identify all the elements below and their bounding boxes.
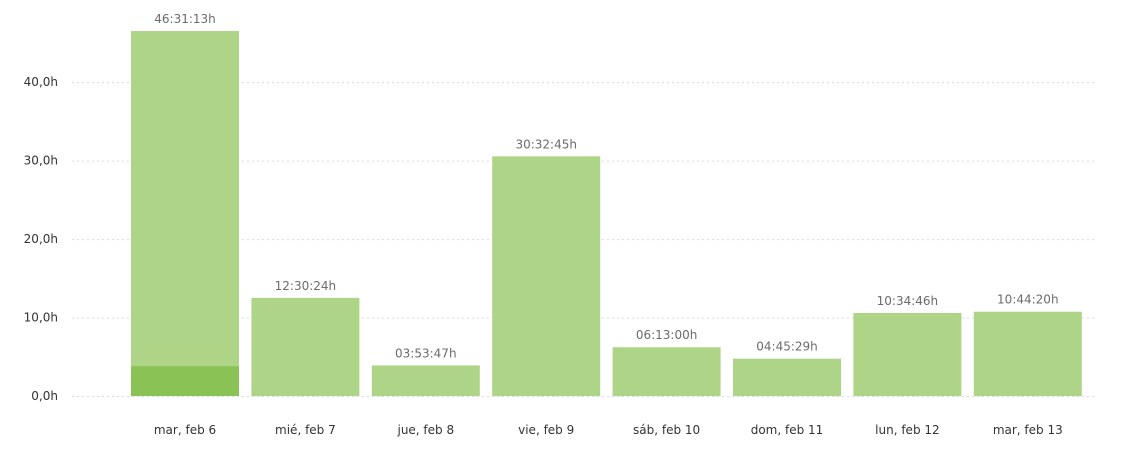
y-tick-label: 30,0h	[24, 154, 58, 168]
x-category-label: vie, feb 9	[518, 423, 574, 437]
bar-highlight-segment[interactable]	[131, 366, 239, 396]
y-tick-label: 0,0h	[31, 389, 58, 403]
bar-value-label: 04:45:29h	[756, 340, 818, 354]
y-tick-label: 20,0h	[24, 232, 58, 246]
y-tick-label: 10,0h	[24, 311, 58, 325]
bar[interactable]	[251, 297, 360, 396]
y-tick-label: 40,0h	[24, 75, 58, 89]
x-axis: mar, feb 6 mié, feb 7 jue, feb 8 vie, feb 9…	[154, 423, 1063, 437]
bar-value-label: 30:32:45h	[515, 137, 577, 151]
bar[interactable]	[612, 347, 721, 396]
x-category-label: mié, feb 7	[275, 423, 336, 437]
bar-value-label: 10:44:20h	[997, 293, 1059, 307]
bars-layer: 46:31:13h 12:30:24h 03:53:47h 30:32:45h 06:1…	[131, 12, 1082, 396]
bar-value-label: 46:31:13h	[154, 12, 216, 26]
bar[interactable]	[371, 365, 480, 396]
bar[interactable]	[492, 156, 601, 396]
bar-value-label: 12:30:24h	[275, 279, 337, 293]
bar-value-label: 10:34:46h	[877, 294, 939, 308]
bar[interactable]	[131, 31, 239, 396]
bar[interactable]	[973, 311, 1082, 396]
x-category-label: mar, feb 6	[154, 423, 216, 437]
y-axis: 0,0h 10,0h 20,0h 30,0h 40,0h	[24, 75, 58, 403]
x-category-label: sáb, feb 10	[633, 423, 700, 437]
x-category-label: dom, feb 11	[751, 423, 824, 437]
x-category-label: lun, feb 12	[875, 423, 939, 437]
bar-value-label: 06:13:00h	[636, 328, 698, 342]
bar[interactable]	[853, 312, 962, 396]
x-category-label: jue, feb 8	[396, 423, 454, 437]
x-category-label: mar, feb 13	[993, 423, 1063, 437]
bar-value-label: 03:53:47h	[395, 346, 457, 360]
bar[interactable]	[733, 358, 841, 396]
